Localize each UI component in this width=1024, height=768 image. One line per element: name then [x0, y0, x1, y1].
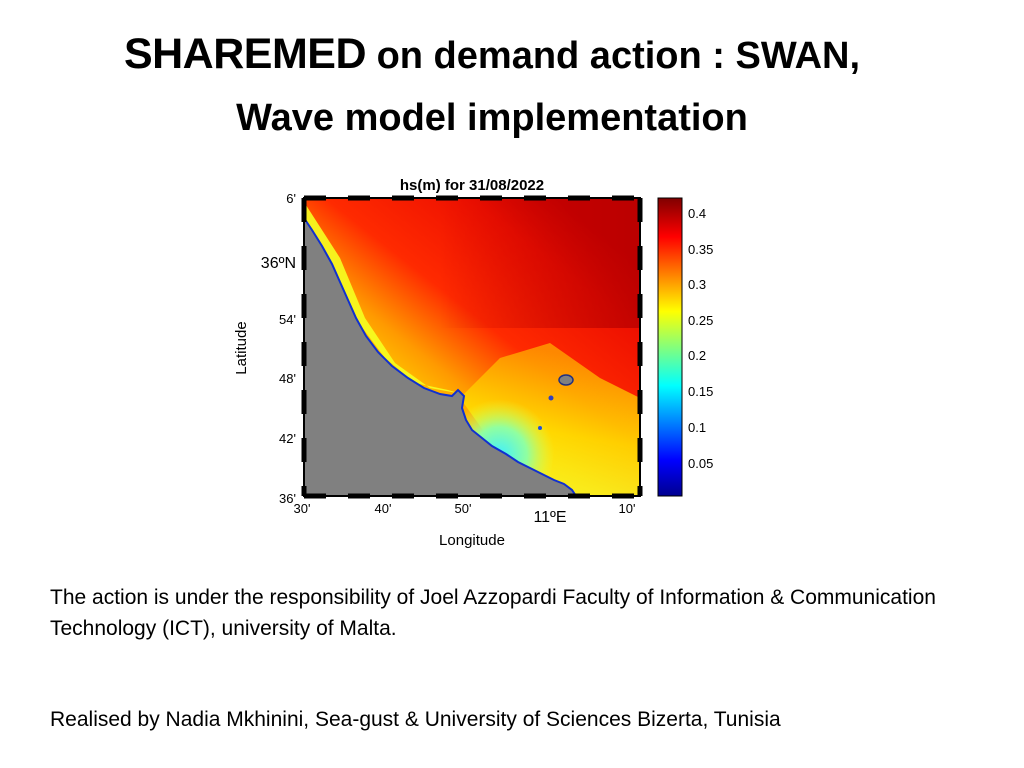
title-rest: on demand action : SWAN,: [366, 35, 861, 77]
colorbar-tick-label: 0.25: [688, 313, 713, 328]
y-axis-label: Latitude: [233, 321, 250, 374]
slide-title: SHAREMED on demand action : SWAN,: [0, 26, 984, 84]
colorbar-tick-label: 0.15: [688, 384, 713, 399]
islet: [538, 426, 542, 430]
credits-paragraph: Realised by Nadia Mkhinini, Sea-gust & U…: [50, 708, 781, 731]
open-sea-dark-band: [440, 198, 640, 328]
colorbar-tick-label: 0.05: [688, 456, 713, 471]
y-tick-label: 42': [279, 431, 296, 446]
island: [558, 374, 574, 386]
colorbar-tick-label: 0.4: [688, 206, 706, 221]
y-tick-label: 6': [286, 191, 296, 206]
shallow-coastal-zone: [462, 390, 555, 483]
wave-height-map: hs(m) for 31/08/2022: [200, 168, 740, 558]
chart-title: hs(m) for 31/08/2022: [400, 177, 544, 194]
colorbar-tick-label: 0.3: [688, 277, 706, 292]
map-frame: [301, 195, 643, 499]
x-tick-label: 30': [294, 501, 311, 516]
islet: [548, 395, 554, 401]
colorbar-tick-label: 0.35: [688, 242, 713, 257]
x-tick-label: 50': [455, 501, 472, 516]
land-mass: [303, 214, 578, 497]
x-axis-label: Longitude: [439, 532, 505, 549]
map-area: [303, 198, 640, 497]
colorbar: 0.4 0.35 0.3 0.25 0.2 0.15 0.1 0.05: [657, 197, 713, 497]
x-tick-label: 11ºE: [533, 509, 566, 526]
slide-subtitle: Wave model implementation: [236, 97, 748, 139]
x-tick-label: 10': [619, 501, 636, 516]
y-tick-label: 36ºN: [261, 255, 296, 272]
x-tick-label: 40': [375, 501, 392, 516]
y-tick-label: 48': [279, 371, 296, 386]
y-tick-label: 36': [279, 491, 296, 506]
colorbar-tick-label: 0.2: [688, 348, 706, 363]
colorbar-tick-label: 0.1: [688, 420, 706, 435]
colorbar-gradient: [657, 197, 683, 497]
y-tick-label: 54': [279, 312, 296, 327]
responsibility-paragraph: The action is under the responsibility o…: [50, 586, 936, 640]
title-main: SHAREMED: [123, 30, 367, 78]
